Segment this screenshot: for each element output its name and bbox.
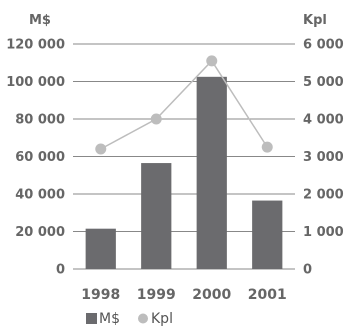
category-label: 1999 [137,287,176,303]
left-tick-label: 40 000 [15,188,65,203]
line-path [100,59,268,150]
left-tick-label: 120 000 [6,38,65,53]
category-label: 2001 [248,287,287,303]
right-tick-label: 1 000 [303,225,344,240]
right-tick-label: 3 000 [303,150,344,165]
left-axis-ticks: 0 20 000 40 000 60 000 80 000 100 000 120 000 [6,38,65,278]
right-axis-unit-label: Kpl [303,13,327,28]
left-tick-label: 60 000 [15,150,65,165]
legend-label-bars: M$ [99,311,120,327]
line-point [206,55,218,67]
right-tick-label: 5 000 [303,75,344,90]
right-axis-ticks: 0 1 000 2 000 3 000 4 000 5 000 6 000 [303,38,344,278]
category-label: 2000 [192,287,231,303]
right-tick-label: 4 000 [303,113,344,128]
left-tick-label: 80 000 [15,113,65,128]
left-axis-unit-label: M$ [29,13,51,28]
category-label: 1998 [81,287,120,303]
legend: M$ Kpl [86,311,173,327]
legend-marker-square [86,313,97,324]
bar-series [85,76,283,269]
legend-marker-circle [138,313,148,324]
right-tick-label: 6 000 [303,38,344,53]
line-point [95,143,107,155]
left-tick-label: 100 000 [6,75,65,90]
left-tick-label: 20 000 [15,225,65,240]
left-tick-label: 0 [56,263,65,278]
line-series [95,55,273,155]
bar [252,200,283,269]
category-labels: 1998 1999 2000 2001 [81,287,286,303]
right-tick-label: 2 000 [303,188,344,203]
line-point [150,113,162,125]
bar [196,76,227,269]
line-point [261,141,273,153]
bar [141,163,172,269]
legend-label-line: Kpl [151,311,173,327]
right-tick-label: 0 [303,263,312,278]
bar [85,228,116,269]
